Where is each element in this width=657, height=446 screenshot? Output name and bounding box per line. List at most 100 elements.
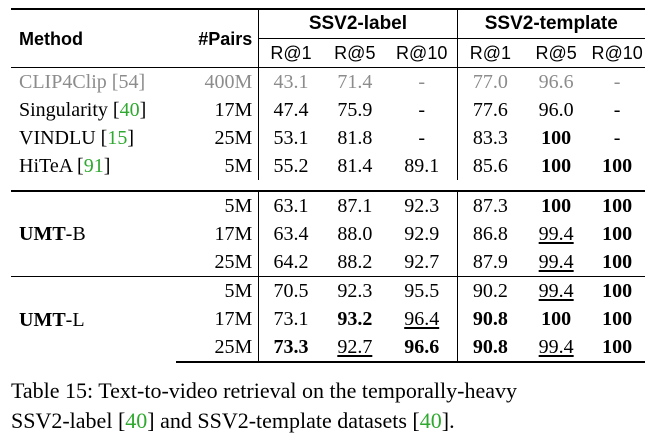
metric-header: R@1	[469, 43, 511, 63]
value-cell: 92.3	[322, 276, 387, 305]
table-row: VINDLU [15] 25M 53.1 81.8 - 83.3 100 -	[11, 124, 645, 152]
value-cell: 90.8	[457, 333, 524, 363]
metric-header: R@10	[591, 43, 643, 63]
value-cell: 53.1	[273, 127, 309, 149]
header-row-groups: Method #Pairs SSV2-label SSV2-template	[11, 8, 645, 68]
retrieval-results-table: Method #Pairs SSV2-label SSV2-template R…	[11, 8, 645, 363]
value-cell: 43.1	[258, 67, 323, 96]
value-cell: -	[386, 96, 458, 124]
value-cell: 86.8	[472, 223, 508, 245]
pairs-cell: 17M	[176, 305, 260, 333]
spacer-row	[11, 180, 645, 191]
pairs-cell: 5M	[176, 276, 260, 305]
value-cell: 88.2	[337, 251, 373, 273]
value-cell: 90.2	[457, 276, 524, 305]
value-cell: 99.4	[538, 223, 574, 245]
value-cell: 100	[602, 155, 633, 177]
value-cell: 75.9	[337, 99, 373, 121]
table-row: Singularity [40] 17M 47.4 75.9 - 77.6 96…	[11, 96, 645, 124]
method-cell: HiTeA [91]	[19, 155, 111, 177]
metric-header: R@5	[334, 43, 376, 63]
value-cell: 96.0	[538, 99, 574, 121]
pairs-cell: 17M	[176, 96, 260, 124]
ssv2-template-header: SSV2-template	[457, 8, 645, 39]
value-cell: 96.6	[386, 333, 458, 363]
results-table-container: Method #Pairs SSV2-label SSV2-template R…	[11, 8, 645, 363]
value-cell: 55.2	[273, 155, 309, 177]
table-row: CLIP4Clip [54] 400M 43.1 71.4 - 77.0 96.…	[11, 67, 645, 96]
value-cell: 92.9	[386, 220, 458, 248]
value-cell: 100	[602, 251, 633, 273]
caption-line-1: Table 15: Text-to-video retrieval on the…	[11, 378, 517, 403]
value-cell: 63.1	[258, 190, 323, 220]
value-cell: 85.6	[472, 155, 508, 177]
value-cell: 90.8	[472, 308, 508, 330]
pairs-header: #Pairs	[176, 8, 260, 68]
ssv2-label-header: SSV2-label	[258, 8, 458, 39]
table-row: 25M 73.3 92.7 96.6 90.8 99.4 100	[11, 333, 645, 363]
pairs-cell: 5M	[176, 152, 260, 180]
value-cell: 47.4	[273, 99, 309, 121]
citation-link[interactable]: 40	[125, 408, 148, 433]
table-row: 17M 73.1 93.2 96.4 90.8 100 100	[11, 305, 645, 333]
method-cell: CLIP4Clip [54]	[11, 67, 177, 96]
value-cell: 100	[541, 127, 572, 149]
method-cell: VINDLU [15]	[19, 127, 134, 149]
value-cell: 100	[589, 276, 645, 305]
value-cell: 71.4	[322, 67, 387, 96]
value-cell: 100	[602, 308, 633, 330]
value-cell: 88.0	[337, 223, 373, 245]
value-cell: 95.5	[386, 276, 458, 305]
value-cell: 73.3	[258, 333, 323, 363]
value-cell: -	[589, 67, 645, 96]
table-row: 25M 64.2 88.2 92.7 87.9 99.4 100	[11, 248, 645, 277]
table-row: HiTeA [91] 5M 55.2 81.4 89.1 85.6 100 10…	[11, 152, 645, 180]
value-cell: 96.6	[523, 67, 590, 96]
value-cell: 63.4	[273, 223, 309, 245]
value-cell: 70.5	[258, 276, 323, 305]
value-cell: 99.4	[538, 251, 574, 273]
value-cell: 73.1	[273, 308, 309, 330]
metric-header: R@1	[270, 43, 312, 63]
method-cell: Singularity [40]	[19, 99, 147, 121]
value-cell: 92.3	[386, 190, 458, 220]
value-cell: 87.1	[322, 190, 387, 220]
value-cell: 89.1	[386, 152, 458, 180]
value-cell: 64.2	[273, 251, 309, 273]
metric-header: R@5	[535, 43, 577, 63]
value-cell: 92.7	[386, 248, 458, 277]
method-cell: UMT-L	[11, 276, 177, 362]
pairs-cell: 5M	[176, 190, 260, 220]
citation-link[interactable]: 40	[419, 408, 442, 433]
value-cell: 81.4	[337, 155, 373, 177]
method-header: Method	[11, 8, 177, 68]
value-cell: 77.6	[472, 99, 508, 121]
header-row-metrics: R@1 R@5 R@10 R@1 R@5 R@10	[11, 38, 645, 68]
table-caption: Table 15: Text-to-video retrieval on the…	[11, 376, 645, 436]
pairs-cell: 17M	[176, 220, 260, 248]
value-cell: 99.4	[523, 276, 590, 305]
method-cell: UMT-B	[11, 190, 177, 277]
value-cell: 83.3	[472, 127, 508, 149]
value-cell: 92.7	[322, 333, 387, 363]
pairs-cell: 400M	[176, 67, 260, 96]
value-cell: 100	[602, 223, 633, 245]
pairs-cell: 25M	[176, 333, 260, 363]
value-cell: -	[613, 99, 621, 121]
value-cell: 100	[541, 155, 572, 177]
table-row: 17M 63.4 88.0 92.9 86.8 99.4 100	[11, 220, 645, 248]
pairs-cell: 25M	[176, 124, 260, 152]
value-cell: 100	[589, 190, 645, 220]
value-cell: 100	[541, 308, 572, 330]
table-row: UMT-L 5M 70.5 92.3 95.5 90.2 99.4 100	[11, 276, 645, 362]
value-cell: 77.0	[457, 67, 524, 96]
value-cell: 81.8	[337, 127, 373, 149]
value-cell: 100	[523, 190, 590, 220]
value-cell: 96.4	[386, 305, 458, 333]
caption-line-2: SSV2-label [40] and SSV2-template datase…	[11, 408, 455, 433]
value-cell: -	[386, 124, 458, 152]
value-cell: -	[613, 127, 621, 149]
value-cell: 87.9	[472, 251, 508, 273]
value-cell: 100	[589, 333, 645, 363]
value-cell: 99.4	[523, 333, 590, 363]
